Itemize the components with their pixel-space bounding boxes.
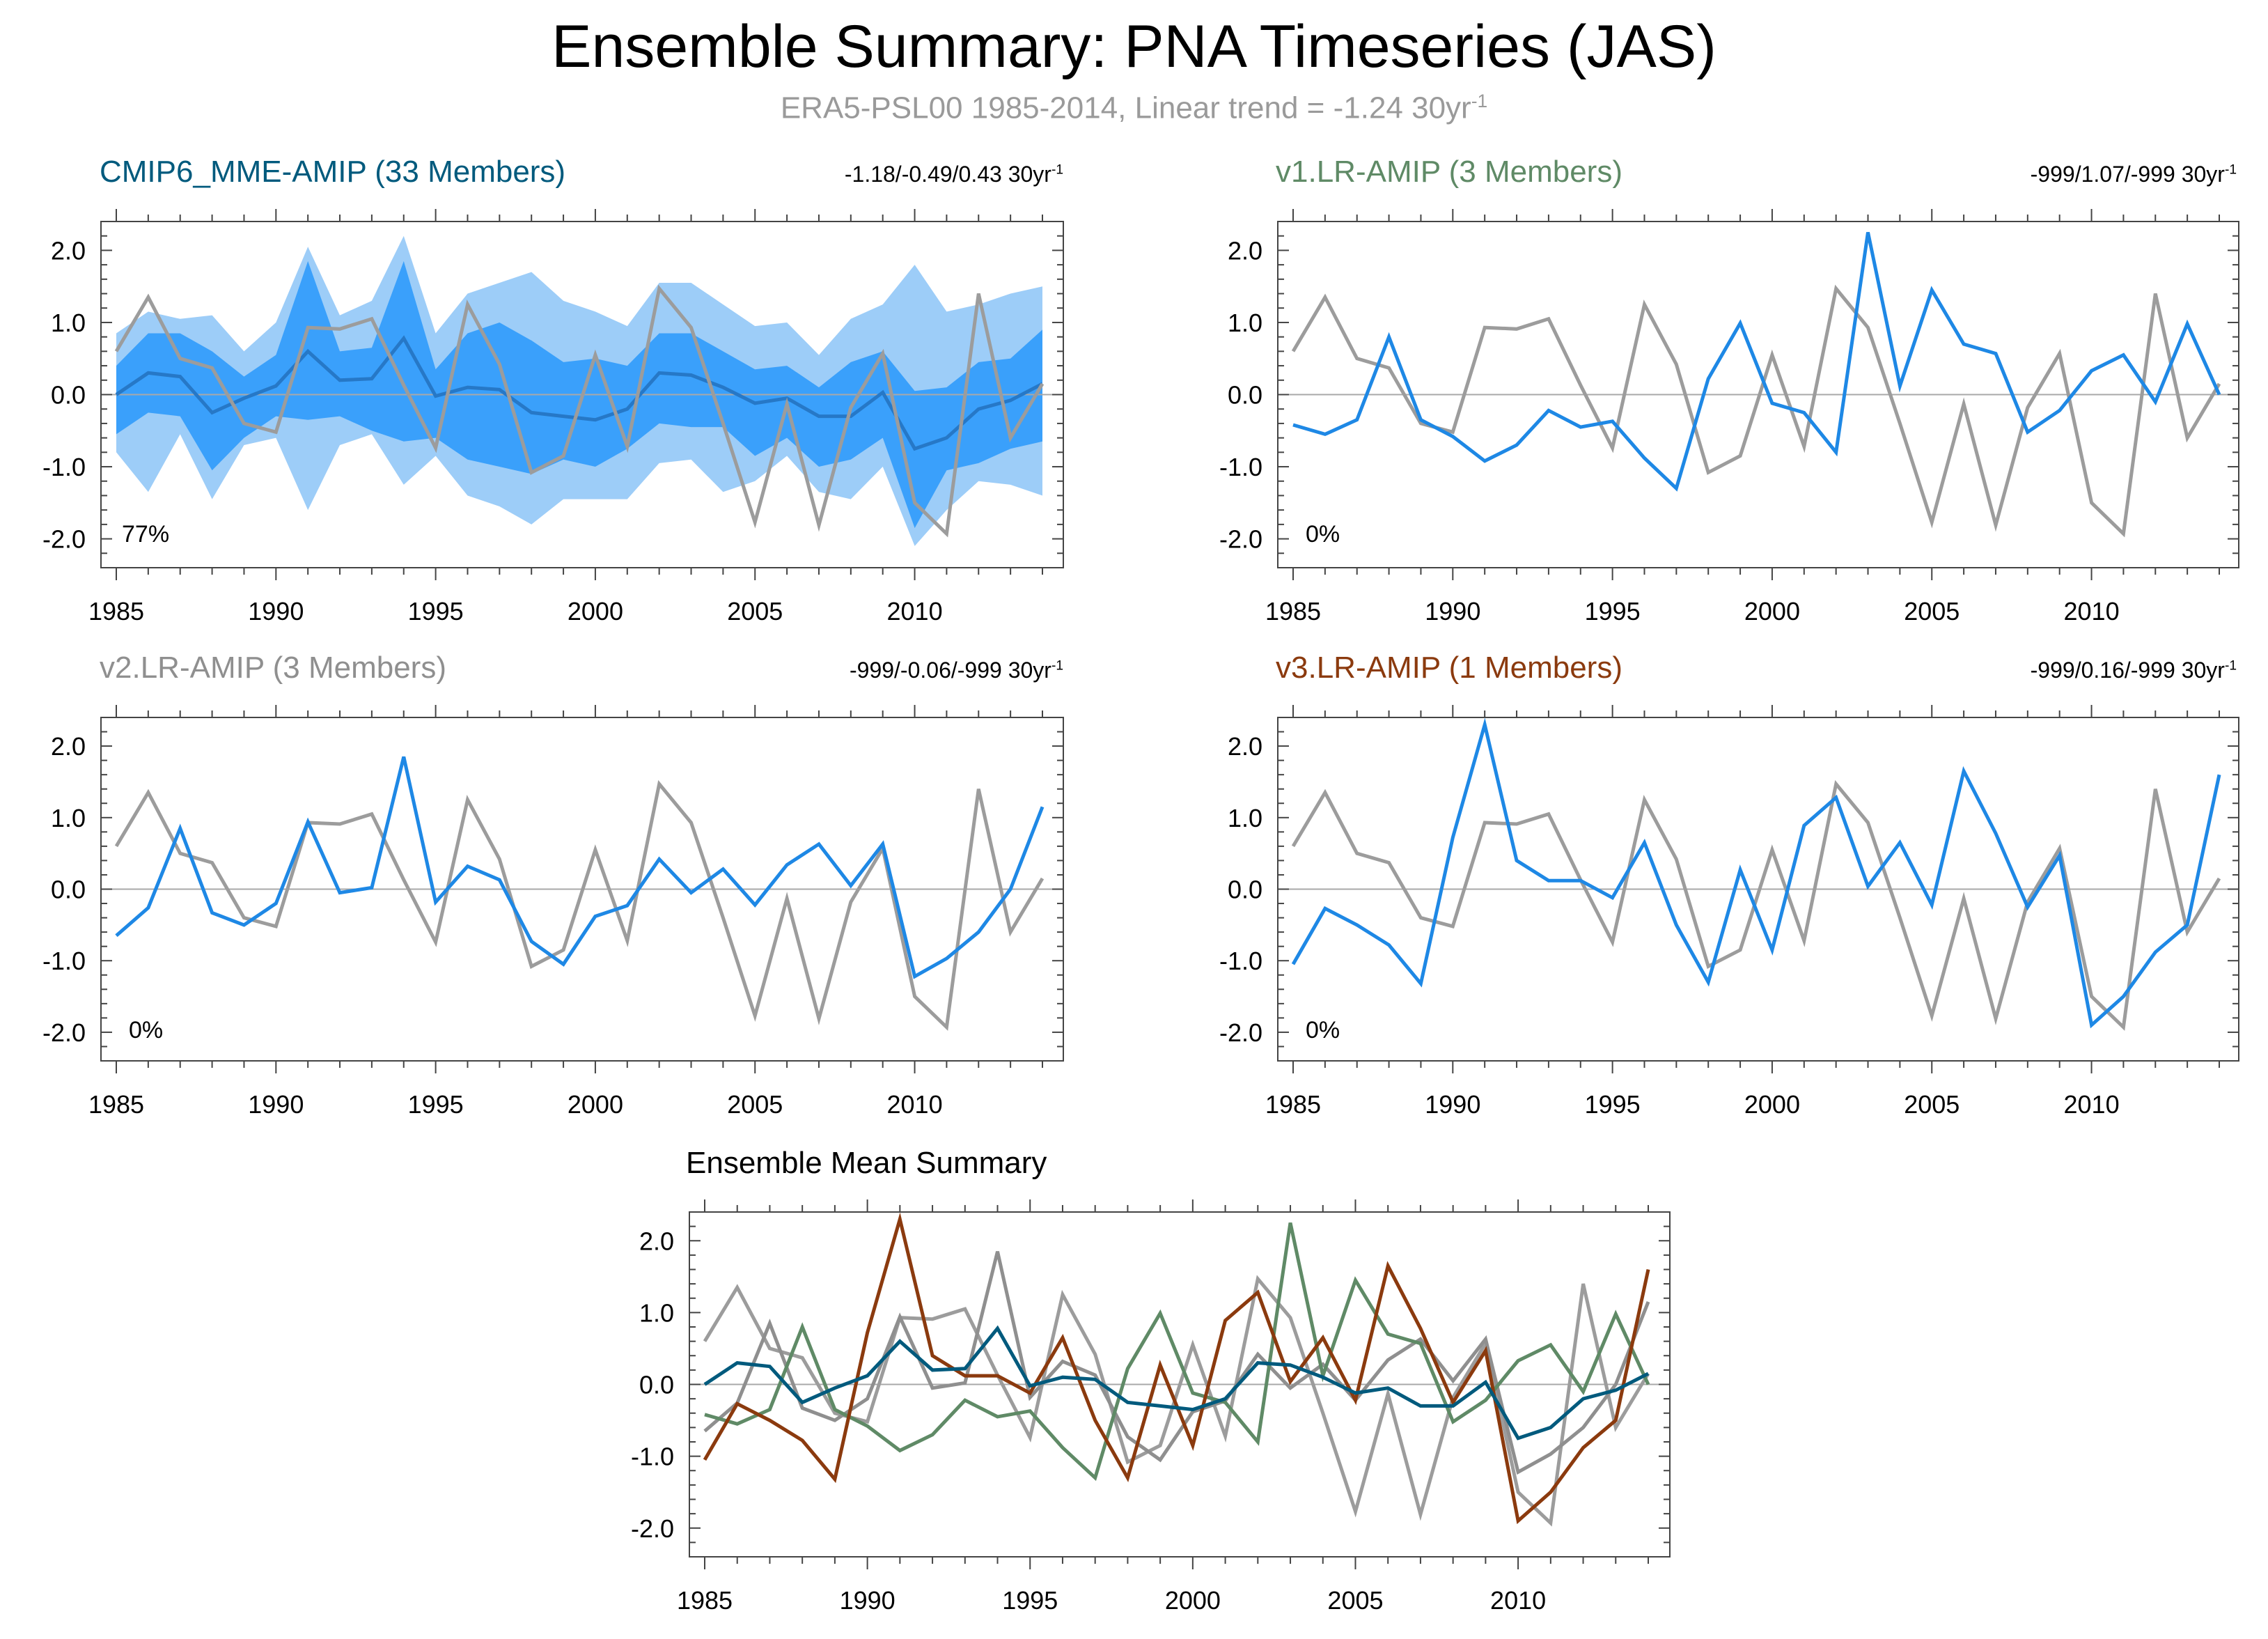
ensemble-mean-line <box>115 335 1044 451</box>
y-tick-label: 2.0 <box>1228 732 1262 761</box>
observation-line-v1 <box>1291 284 2221 538</box>
panel-title-summary: Ensemble Mean Summary <box>686 1146 1047 1180</box>
y-tick-label: 1.0 <box>1228 804 1262 832</box>
panel-pct-v2: 0% <box>129 1017 164 1043</box>
summary-line-cmip6 <box>703 1325 1650 1440</box>
x-tick-label: 2000 <box>1744 1090 1800 1119</box>
y-tick-label: -1.0 <box>1219 947 1262 975</box>
x-tick-label: 2000 <box>1744 597 1800 626</box>
x-tick-label: 1985 <box>88 597 144 626</box>
x-tick-label: 2005 <box>1327 1586 1383 1615</box>
y-tick-label: -1.0 <box>42 453 86 481</box>
x-tick-label: 1995 <box>408 597 464 626</box>
x-tick-label: 1995 <box>1002 1586 1058 1615</box>
y-tick-label: 2.0 <box>51 236 86 265</box>
summary-line-v2 <box>703 1251 1650 1475</box>
x-tick-label: 2010 <box>2064 597 2120 626</box>
y-tick-label: 0.0 <box>51 876 86 904</box>
x-tick-label: 2000 <box>568 597 623 626</box>
y-tick-label: -2.0 <box>631 1514 674 1543</box>
x-tick-label: 2005 <box>727 1090 783 1119</box>
summary-line-v3 <box>703 1212 1650 1525</box>
page-subtitle: ERA5-PSL00 1985-2014, Linear trend = -1.… <box>0 91 2268 126</box>
panel-trend-v1: -999/1.07/-999 30yr-1 <box>2030 162 2237 187</box>
x-tick-label: 1985 <box>677 1586 733 1615</box>
x-tick-label: 2010 <box>2064 1090 2120 1119</box>
y-tick-label: -2.0 <box>42 525 86 554</box>
panel-trend-cmip6: -1.18/-0.49/0.43 30yr-1 <box>844 162 1063 187</box>
plot-frame-v1: 2.0 1.0 0.0 -1.0 -2.0 1985 1990 1995 2000 2005 201… <box>1219 209 2239 626</box>
y-tick-label: -2.0 <box>42 1018 86 1047</box>
x-tick-label: 2000 <box>1165 1586 1221 1615</box>
y-tick-label: -1.0 <box>631 1443 674 1471</box>
x-tick-label: 1985 <box>1265 1090 1321 1119</box>
y-tick-label: 1.0 <box>639 1298 674 1327</box>
model-line-v2 <box>115 756 1045 979</box>
model-line-v1 <box>1292 231 2221 492</box>
panel-trend-v3: -999/0.16/-999 30yr-1 <box>2030 658 2237 683</box>
x-tick-label: 1995 <box>1585 1090 1641 1119</box>
y-tick-label: -2.0 <box>1219 525 1262 554</box>
x-tick-label: 2010 <box>887 597 943 626</box>
x-tick-label: 1990 <box>1425 597 1480 626</box>
x-tick-label: 2005 <box>1904 597 1960 626</box>
y-tick-label: 2.0 <box>1228 236 1262 265</box>
x-tick-label: 2005 <box>1904 1090 1960 1119</box>
panel-pct-cmip6: 77% <box>122 521 170 547</box>
y-tick-label: -1.0 <box>1219 453 1262 481</box>
plot-frame-v2: 2.0 1.0 0.0 -1.0 -2.0 1985 1990 1995 2000 2005 201… <box>42 705 1064 1119</box>
panel-pct-v3: 0% <box>1306 1017 1340 1043</box>
y-tick-label: 1.0 <box>1228 309 1262 337</box>
panel-pct-v1: 0% <box>1306 521 1340 547</box>
subtitle-text: ERA5-PSL00 1985-2014, Linear trend = -1.… <box>780 91 1471 125</box>
panel-title-v3: v3.LR-AMIP (1 Members) <box>1276 651 1622 685</box>
y-tick-label: 0.0 <box>639 1371 674 1399</box>
x-tick-label: 2005 <box>727 597 783 626</box>
page-title: Ensemble Summary: PNA Timeseries (JAS) <box>552 13 1716 80</box>
x-tick-label: 1990 <box>1425 1090 1480 1119</box>
plot-frame-summary: 2.0 1.0 0.0 -1.0 -2.0 1985 1990 1995 2000 2005 201… <box>631 1199 1671 1615</box>
observation-line-v3 <box>1291 779 2221 1031</box>
y-tick-label: -1.0 <box>42 947 86 975</box>
x-tick-label: 1990 <box>248 597 304 626</box>
y-tick-label: 1.0 <box>51 804 86 832</box>
x-tick-label: 1990 <box>840 1586 896 1615</box>
y-tick-label: 2.0 <box>51 732 86 761</box>
x-tick-label: 1995 <box>1585 597 1641 626</box>
subtitle-superscript: -1 <box>1471 91 1488 111</box>
panel-title-v2: v2.LR-AMIP (3 Members) <box>100 651 446 685</box>
x-tick-label: 2000 <box>568 1090 623 1119</box>
observation-line <box>114 284 1045 538</box>
y-tick-label: 0.0 <box>51 381 86 410</box>
y-tick-label: -2.0 <box>1219 1018 1262 1047</box>
x-tick-label: 2010 <box>887 1090 943 1119</box>
x-tick-label: 1985 <box>88 1090 144 1119</box>
y-tick-label: 0.0 <box>1228 876 1262 904</box>
x-tick-label: 1995 <box>408 1090 464 1119</box>
x-tick-label: 1990 <box>248 1090 304 1119</box>
y-tick-label: 1.0 <box>51 309 86 337</box>
observation-line-v2 <box>114 779 1045 1031</box>
plot-frame-cmip6: 2.0 1.0 0.0 -1.0 -2.0 1985 1990 1995 2000 2005 201… <box>42 209 1064 626</box>
x-tick-label: 1985 <box>1265 597 1321 626</box>
x-tick-label: 2010 <box>1490 1586 1546 1615</box>
panel-title-v1: v1.LR-AMIP (3 Members) <box>1276 155 1622 189</box>
y-tick-label: 0.0 <box>1228 381 1262 410</box>
y-tick-label: 2.0 <box>639 1227 674 1255</box>
panel-trend-v2: -999/-0.06/-999 30yr-1 <box>849 658 1063 683</box>
model-line-v3 <box>1291 717 2221 1029</box>
panel-title-cmip6: CMIP6_MME-AMIP (33 Members) <box>100 155 566 189</box>
